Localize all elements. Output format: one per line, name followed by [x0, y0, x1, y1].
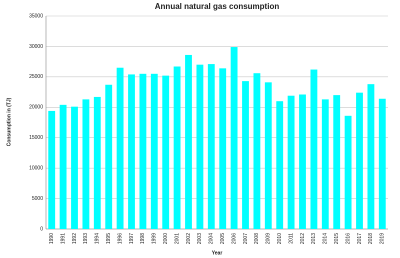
bar: [299, 94, 306, 230]
bar: [367, 84, 375, 229]
bar: [230, 47, 238, 230]
x-tick-label: 2009: [266, 233, 272, 244]
bar: [128, 74, 135, 230]
bar: [105, 84, 113, 229]
bar: [173, 66, 181, 229]
bar: [264, 82, 272, 229]
x-tick-label: 2017: [357, 233, 363, 244]
bar: [242, 81, 249, 229]
bar: [150, 73, 158, 229]
bar: [71, 106, 78, 229]
y-tick-label: 30000: [29, 44, 43, 50]
y-tick-label: 35000: [29, 13, 43, 19]
x-tick-label: 2018: [368, 233, 374, 244]
bar: [93, 96, 101, 229]
x-tick-label: 2011: [288, 233, 294, 244]
x-tick-label: 1992: [72, 233, 78, 244]
bar: [207, 64, 215, 229]
x-tick-label: 2000: [163, 233, 169, 244]
y-tick-label: 20000: [29, 105, 43, 111]
x-tick-label: 2003: [197, 233, 203, 244]
bar: [82, 99, 90, 229]
x-tick-label: 2015: [334, 233, 340, 244]
y-tick-label: 10000: [29, 165, 43, 171]
y-tick-label: 0: [40, 226, 43, 232]
bar: [48, 110, 56, 229]
y-tick-label: 5000: [32, 196, 43, 202]
y-tick-label: 25000: [29, 74, 43, 80]
bar: [219, 68, 227, 229]
x-tick-label: 2013: [311, 233, 317, 244]
x-tick-label: 1997: [129, 233, 135, 244]
bar: [59, 104, 67, 229]
bar: [253, 73, 261, 229]
bar: [333, 95, 341, 229]
chart-title: Annual natural gas consumption: [155, 2, 280, 11]
x-tick-label: 2008: [254, 233, 260, 244]
bar: [310, 69, 318, 229]
x-tick-label: 2006: [231, 233, 237, 244]
bar: [116, 67, 124, 229]
x-tick-label: 1995: [106, 233, 112, 244]
bar: [185, 54, 192, 229]
x-tick-label: 2007: [243, 233, 249, 244]
x-tick-label: 1994: [95, 233, 101, 244]
x-tick-label: 1990: [49, 233, 55, 244]
x-tick-label: 1991: [60, 233, 66, 244]
x-tick-label: 1993: [83, 233, 89, 244]
x-tick-label: 2001: [174, 233, 180, 244]
bar: [139, 73, 147, 229]
y-tick-label: 15000: [29, 135, 43, 141]
bar: [378, 98, 386, 229]
x-tick-label: 1998: [140, 233, 146, 244]
x-tick-label: 2014: [323, 233, 329, 244]
x-tick-label: 1999: [152, 233, 158, 244]
y-axis-label: Consumption in (TJ): [6, 97, 12, 146]
x-tick-label: 2002: [186, 233, 192, 244]
x-axis-label: Year: [212, 250, 223, 256]
bar: [162, 75, 170, 229]
x-tick-label: 2016: [345, 233, 351, 244]
x-tick-label: 2004: [209, 233, 215, 244]
bar: [356, 92, 363, 230]
bar: [321, 99, 329, 229]
x-tick-label: 2010: [277, 233, 283, 244]
bar: [196, 64, 204, 229]
x-tick-label: 2012: [300, 233, 306, 244]
x-tick-label: 2005: [220, 233, 226, 244]
x-tick-label: 1996: [117, 233, 123, 244]
x-tick-label: 2019: [380, 233, 386, 244]
bar: [276, 101, 284, 229]
bar: [344, 115, 352, 229]
bar: [287, 95, 295, 229]
